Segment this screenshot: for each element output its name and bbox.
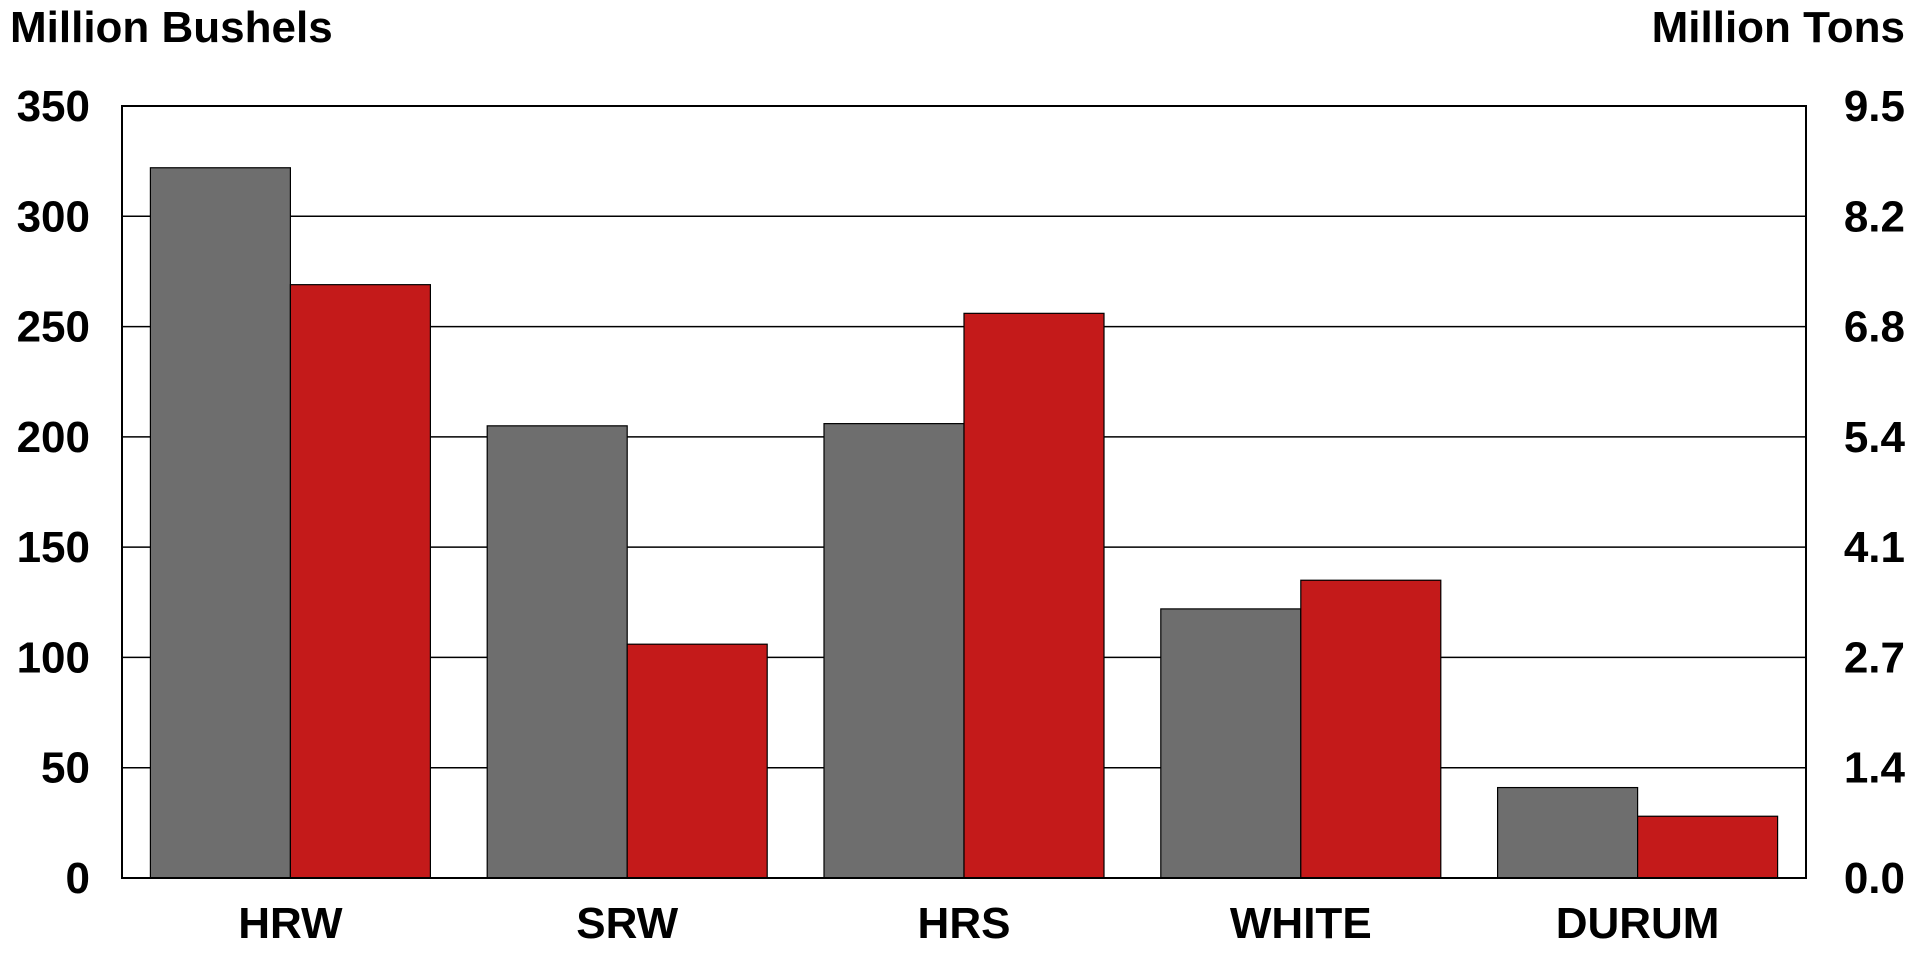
right-tick-label: 8.2 bbox=[1844, 192, 1905, 241]
left-tick-labels: 0 50 100 150 200 250 300 350 bbox=[17, 82, 90, 903]
left-tick-label: 350 bbox=[17, 82, 90, 131]
bar-hrw-series-1 bbox=[149, 167, 291, 879]
left-tick-label: 300 bbox=[17, 192, 90, 241]
bar-hrs-series-2 bbox=[963, 312, 1105, 879]
category-labels: HRW SRW HRS WHITE DURUM bbox=[238, 899, 1719, 948]
category-label: WHITE bbox=[1230, 899, 1372, 948]
bar-white-series-1 bbox=[1160, 608, 1302, 879]
left-tick-label: 100 bbox=[17, 633, 90, 682]
bars bbox=[149, 167, 1779, 879]
right-axis-title: Million Tons bbox=[1652, 3, 1905, 52]
right-tick-labels: 0.0 1.4 2.7 4.1 5.4 6.8 8.2 9.5 bbox=[1844, 82, 1906, 903]
right-tick-label: 1.4 bbox=[1844, 744, 1906, 793]
left-tick-label: 50 bbox=[41, 744, 90, 793]
bar-srw-series-1 bbox=[486, 425, 628, 879]
right-tick-label: 0.0 bbox=[1844, 854, 1905, 903]
left-tick-label: 200 bbox=[17, 413, 90, 462]
left-axis-title: Million Bushels bbox=[10, 3, 333, 52]
left-tick-label: 0 bbox=[66, 854, 90, 903]
bar-durum-series-1 bbox=[1496, 786, 1639, 879]
bar-hrw-series-2 bbox=[289, 284, 431, 879]
right-tick-label: 4.1 bbox=[1844, 523, 1905, 572]
bar-hrs-series-1 bbox=[823, 423, 965, 879]
left-tick-label: 150 bbox=[17, 523, 90, 572]
category-label: HRW bbox=[238, 899, 343, 948]
category-label: DURUM bbox=[1556, 899, 1720, 948]
left-tick-label: 250 bbox=[17, 303, 90, 352]
bar-white-series-2 bbox=[1300, 579, 1442, 879]
category-label: SRW bbox=[576, 899, 678, 948]
bar-durum-series-2 bbox=[1636, 815, 1779, 879]
right-tick-label: 2.7 bbox=[1844, 633, 1905, 682]
right-tick-label: 5.4 bbox=[1844, 413, 1906, 462]
plot-frame bbox=[121, 105, 1807, 879]
bar-srw-series-2 bbox=[626, 643, 768, 879]
right-tick-label: 9.5 bbox=[1844, 82, 1905, 131]
category-label: HRS bbox=[918, 899, 1011, 948]
right-tick-label: 6.8 bbox=[1844, 303, 1905, 352]
